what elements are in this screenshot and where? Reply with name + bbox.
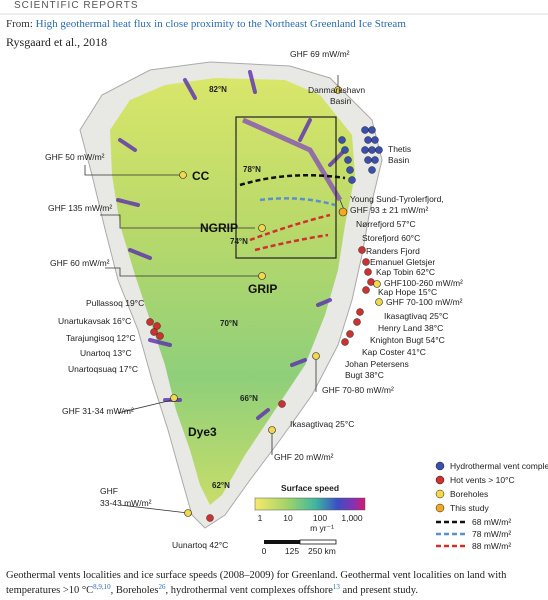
legend-swatch xyxy=(435,475,445,485)
map-label: Kap Hope 15°C xyxy=(378,287,437,297)
latitude-label: 74°N xyxy=(230,237,248,246)
colorbar-tick: 10 xyxy=(283,513,293,523)
latitude-label: 70°N xyxy=(220,319,238,328)
study-box xyxy=(235,116,337,259)
map-label: Randers Fjord xyxy=(366,246,420,256)
map-label: GHF 135 mW/m² xyxy=(48,203,112,213)
scale-tick: 250 km xyxy=(308,546,336,556)
scale-bar xyxy=(264,540,300,544)
legend-swatch xyxy=(435,461,445,471)
source-prefix: From: xyxy=(6,18,36,30)
ice-sheet xyxy=(110,78,355,505)
map-label: Storefjord 60°C xyxy=(362,233,420,243)
legend-label: 68 mW/m² xyxy=(472,517,511,527)
colorbar-tick: 1 xyxy=(258,513,263,523)
map-label: Unartukavsak 16°C xyxy=(58,316,131,326)
map-label: Danmarkshavn xyxy=(308,85,365,95)
map-label: GHF 50 mW/m² xyxy=(45,152,105,162)
source-line: From: High geothermal heat flux in close… xyxy=(6,18,406,30)
site-label: CC xyxy=(192,169,210,183)
colorbar-tick: 100 xyxy=(313,513,327,523)
map-label: Bugt 38°C xyxy=(345,370,384,380)
legend-label: Boreholes xyxy=(450,489,488,499)
isoline-88 xyxy=(249,213,331,252)
caption-line: temperatures >10 °C8,9,10, Boreholes26, … xyxy=(6,583,418,596)
boreholes xyxy=(170,86,383,517)
site-label: GRIP xyxy=(248,282,277,296)
map-label: GHF 20 mW/m² xyxy=(274,452,334,462)
citation: Rysgaard et al., 2018 xyxy=(6,35,107,49)
journal-name: SCIENTIFIC REPORTS xyxy=(14,0,139,11)
map-label: Kap Coster 41°C xyxy=(362,347,426,357)
caption-line: Geothermal vents localities and ice surf… xyxy=(6,570,507,581)
caption-text: and present study. xyxy=(340,585,418,596)
map-label: GHF 70-80 mW/m² xyxy=(322,385,394,395)
map-label: Knighton Bugt 54°C xyxy=(370,335,445,345)
map-label: Ikasagtivaq 25°C xyxy=(290,419,354,429)
isoline-78 xyxy=(259,197,336,207)
colorbar xyxy=(254,497,366,511)
map-label: Uunartoq 42°C xyxy=(172,540,228,550)
caption-ref[interactable]: 13 xyxy=(333,583,341,591)
legend-swatch xyxy=(435,503,445,513)
map-label: Young Sund-Tyrolerfjord, xyxy=(350,194,444,204)
map-label: Ikasagtivaq 25°C xyxy=(384,311,448,321)
latitude-label: 82°N xyxy=(209,85,227,94)
map-label: Basin xyxy=(388,155,410,165)
ice-streams xyxy=(116,70,347,420)
isoline-68 xyxy=(239,173,346,187)
caption-text: temperatures >10 °C xyxy=(6,585,93,596)
map-label: Emanuel Gletsjer xyxy=(370,257,435,267)
hydrothermal-vents xyxy=(338,126,383,184)
colorbar-tick: 1,000 xyxy=(341,513,363,523)
map-label: Kap Tobin 62°C xyxy=(376,267,435,277)
latitude-label: 66°N xyxy=(240,394,258,403)
colorbar-title: Surface speed xyxy=(281,483,339,493)
latitude-label: 78°N xyxy=(243,165,261,174)
map-label: Tarajungisoq 12°C xyxy=(66,333,136,343)
site-label: NGRIP xyxy=(200,221,238,235)
latitude-label: 62°N xyxy=(212,481,230,490)
map-labels: GHF 69 mW/m² Danmarkshavn Basin Thetis B… xyxy=(45,49,463,550)
map-label: GHF 70-100 mW/m² xyxy=(386,297,463,307)
ice-stream-negis xyxy=(241,117,343,202)
map-label: Unartoqsuaq 17°C xyxy=(68,364,138,374)
scale-bar xyxy=(299,539,337,545)
legend-label: This study xyxy=(450,503,489,513)
map-label: Unartoq 13°C xyxy=(80,348,132,358)
map-label: GHF xyxy=(100,486,118,496)
map-label: Basin xyxy=(330,96,352,106)
caption-text: , Boreholes xyxy=(111,585,159,596)
scale-tick: 125 xyxy=(285,546,299,556)
source-title[interactable]: High geothermal heat flux in close proxi… xyxy=(36,18,407,30)
map-label: GHF 93 ± 21 mW/m² xyxy=(350,205,429,215)
colorbar-unit: m yr⁻¹ xyxy=(310,523,334,533)
map-label: GHF 60 mW/m² xyxy=(50,258,110,268)
legend-swatch xyxy=(435,489,445,499)
caption-ref[interactable]: 26 xyxy=(158,583,166,591)
caption-text: , hydrothermal vent complexes offshore xyxy=(165,585,333,596)
map-label: GHF 31-34 mW/m² xyxy=(62,406,134,416)
legend-label: Hot vents > 10°C xyxy=(450,475,515,485)
legend: Hydrothermal vent complexes Hot vents > … xyxy=(435,461,548,551)
map-label: 33-43 mW/m² xyxy=(100,498,152,508)
this-study-site xyxy=(338,207,348,217)
scale-tick: 0 xyxy=(262,546,267,556)
map-label: Pullassoq 19°C xyxy=(86,298,144,308)
hot-vents xyxy=(146,246,375,522)
caption-ref[interactable]: 8,9,10 xyxy=(93,583,111,591)
map-label: Henry Land 38°C xyxy=(378,323,443,333)
site-label: Dye3 xyxy=(188,425,217,439)
legend-label: 78 mW/m² xyxy=(472,529,511,539)
legend-label: Hydrothermal vent complexes xyxy=(450,461,548,471)
map-label: Thetis xyxy=(388,144,411,154)
legend-label: 88 mW/m² xyxy=(472,541,511,551)
map-label: Johan Petersens xyxy=(345,359,409,369)
map-label: GHF 69 mW/m² xyxy=(290,49,350,59)
map-label: GHF100-260 mW/m² xyxy=(384,278,463,288)
map-label: Nørrefjord 57°C xyxy=(356,219,416,229)
